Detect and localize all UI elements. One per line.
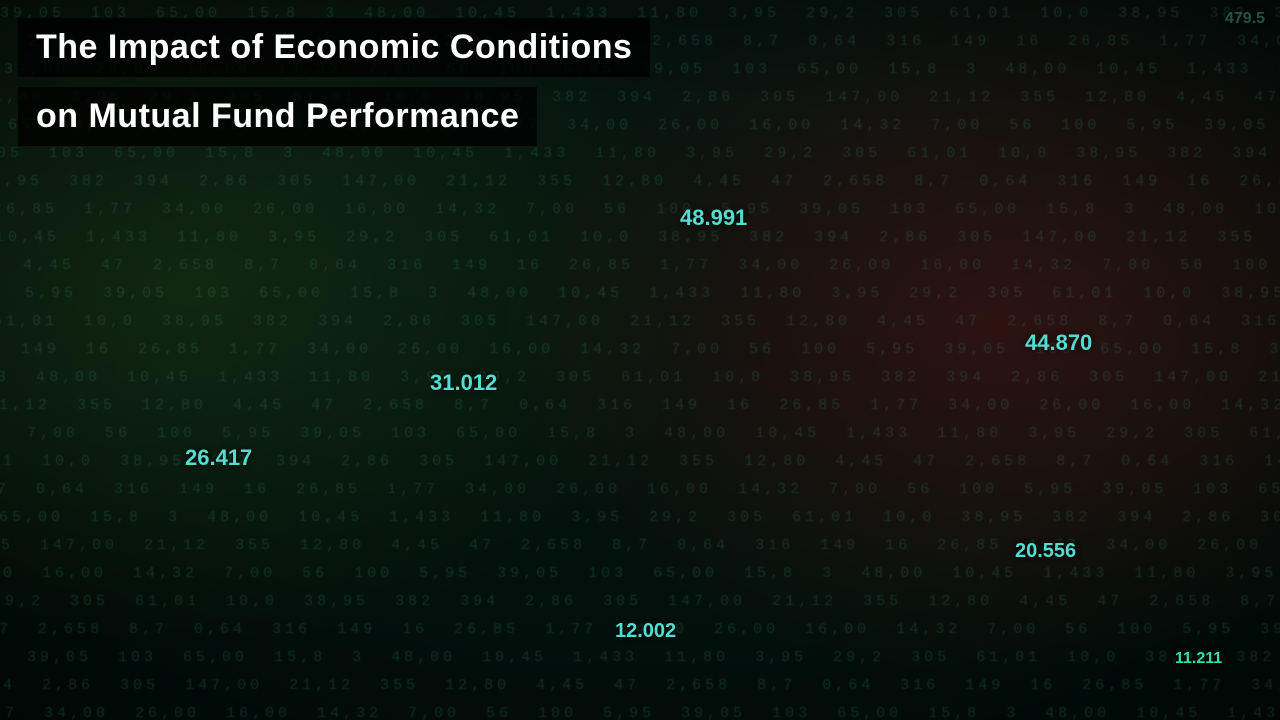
value-label: 31.012	[430, 370, 497, 396]
value-label: 26.417	[185, 445, 252, 471]
value-label: 479.5	[1225, 10, 1265, 28]
headline-line-2: on Mutual Fund Performance	[18, 87, 537, 146]
headline: The Impact of Economic Conditions on Mut…	[18, 18, 650, 156]
value-label: 48.991	[680, 205, 747, 231]
headline-line-1: The Impact of Economic Conditions	[18, 18, 650, 77]
value-label: 11.211	[1175, 650, 1222, 668]
value-label: 44.870	[1025, 330, 1092, 356]
value-label: 12.002	[615, 620, 676, 643]
value-label: 20.556	[1015, 540, 1076, 563]
